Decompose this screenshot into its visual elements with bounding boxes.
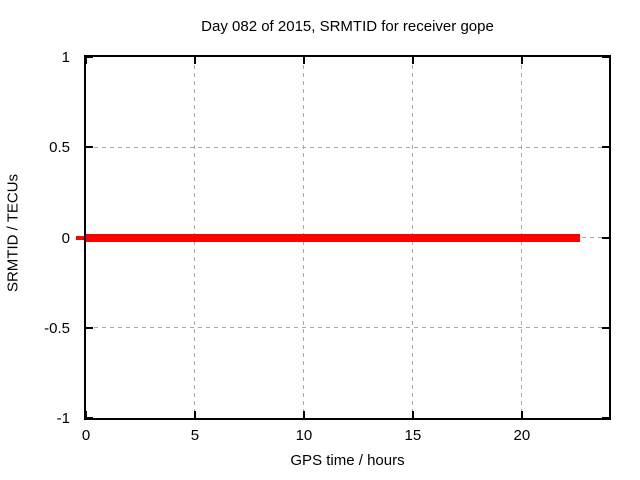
y-tick-left-0.5 [86, 146, 93, 149]
x-tick-label-0: 0 [81, 427, 91, 444]
zero-axis-marker [76, 235, 84, 240]
y-tick-right--1 [602, 417, 609, 419]
x-tick-top-10 [302, 57, 305, 64]
x-tick-bottom-10 [302, 411, 305, 418]
x-tick-label-15: 15 [404, 427, 422, 444]
y-tick-label--1: -1 [56, 410, 70, 427]
y-tick-label-0.5: 0.5 [49, 139, 70, 157]
chart-title: Day 082 of 2015, SRMTID for receiver gop… [201, 18, 494, 35]
y-tick-label--0.5: -0.5 [44, 319, 70, 337]
x-tick-bottom-0 [85, 411, 87, 418]
y-tick-right-1 [602, 56, 609, 58]
y-tick-label-0: 0 [61, 229, 70, 247]
x-tick-bottom-15 [411, 411, 414, 418]
y-tick-right-0.5 [602, 146, 609, 149]
x-tick-label-5: 5 [190, 427, 200, 444]
y-tick-left-1 [86, 56, 93, 58]
y-tick-left--0.5 [86, 326, 93, 329]
gridline-y--0.5 [86, 327, 609, 329]
x-tick-top-20 [520, 57, 523, 64]
plot-area [76, 55, 611, 420]
y-tick-right--0.5 [602, 326, 609, 329]
x-tick-bottom-5 [193, 411, 196, 418]
y-tick-left--1 [86, 417, 93, 419]
y-tick-right-0 [602, 236, 609, 239]
x-tick-label-20: 20 [513, 427, 531, 444]
x-tick-label-10: 10 [295, 427, 313, 444]
x-tick-top-0 [85, 57, 87, 64]
y-tick-label-1: 1 [61, 49, 70, 66]
x-tick-top-15 [411, 57, 414, 64]
x-tick-top-5 [193, 57, 196, 64]
x-tick-bottom-20 [520, 411, 523, 418]
gridline-y-0.5 [86, 146, 609, 148]
x-axis-label: GPS time / hours [290, 452, 405, 469]
series-line-srmtid [86, 233, 581, 242]
